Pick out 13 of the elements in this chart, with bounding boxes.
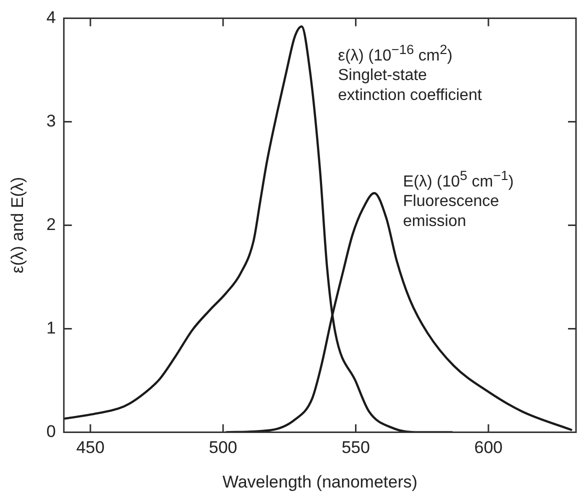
text: ε(λ) (10$^{−16}$ cm$^{2}$) Singlet-state extinction coefficient [338, 42, 482, 104]
x-tick-label: 450 [76, 438, 105, 458]
y-tick-label: 3 [46, 111, 56, 130]
y-tick-label: 2 [46, 214, 56, 234]
y-tick-label: 4 [46, 8, 56, 27]
y-axis-title: ε(λ) and E(λ) [8, 177, 27, 274]
x-tick-label: 500 [208, 438, 238, 458]
annotation: E(λ) (10$^{5}$ cm$^{−1}$) Fluorescence emission [403, 167, 514, 232]
x-axis-title: Wavelength (nanometers) [222, 472, 418, 492]
y-tick-label: 0 [46, 422, 56, 441]
x-tick-label: 600 [474, 438, 503, 458]
x-tick-label: 550 [342, 438, 370, 458]
y-tick-label: 1 [46, 318, 56, 338]
